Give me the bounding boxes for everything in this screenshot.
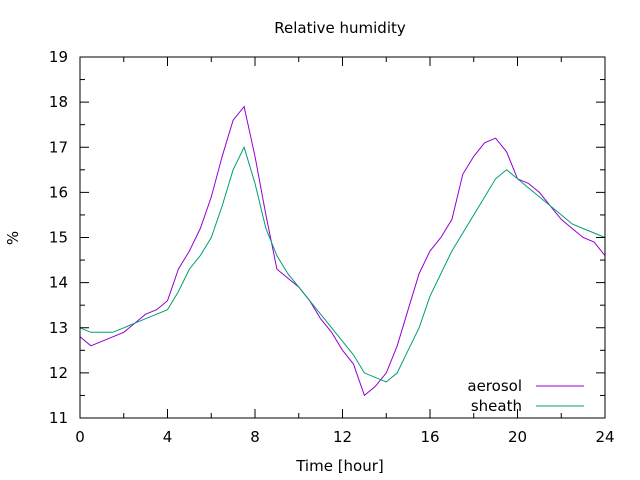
legend: aerosol sheath xyxy=(467,377,584,415)
series-layer xyxy=(79,105,606,397)
y-tick-label: 12 xyxy=(49,364,68,382)
series-line-sheath xyxy=(79,145,606,383)
y-tick-label: 16 xyxy=(49,183,68,201)
x-tick-label: 4 xyxy=(163,428,173,446)
y-axis-label: % xyxy=(4,231,22,245)
y-tick-label: 14 xyxy=(49,274,68,292)
series-line-aerosol xyxy=(79,105,606,397)
x-axis-label: Time [hour] xyxy=(295,457,384,475)
x-tick-label: 0 xyxy=(75,428,85,446)
x-tick-label: 8 xyxy=(250,428,260,446)
y-tick-label: 19 xyxy=(49,48,68,66)
axes-layer: 0 4 8 12 16 20 24 11 12 13 14 15 16 17 18 19 xyxy=(49,48,615,446)
y-tick-label: 17 xyxy=(49,138,68,156)
y-tick-label: 15 xyxy=(49,229,68,247)
x-tick-label: 12 xyxy=(333,428,352,446)
legend-label-sheath: sheath xyxy=(471,397,522,415)
y-tick-label: 11 xyxy=(49,409,68,427)
x-tick-label: 20 xyxy=(508,428,527,446)
y-tick-label: 18 xyxy=(49,93,68,111)
plot-frame xyxy=(79,56,606,419)
x-tick-label: 24 xyxy=(595,428,614,446)
y-tick-label: 13 xyxy=(49,319,68,337)
x-tick-label: 16 xyxy=(420,428,439,446)
chart-title: Relative humidity xyxy=(274,19,406,37)
legend-label-aerosol: aerosol xyxy=(467,377,522,395)
